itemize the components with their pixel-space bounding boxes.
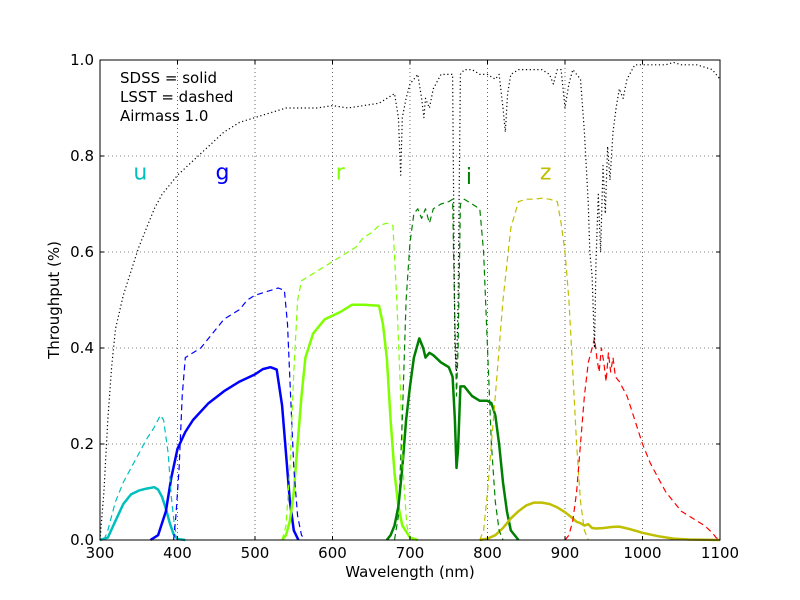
axis-ticks: 300 400 500 600 700 800 900 1000 1100 0.0 0.2 0.4 0.… [70, 51, 739, 562]
y-tick-label: 0.4 [70, 339, 94, 357]
y-tick-label: 0.2 [70, 435, 94, 453]
series-line-lsst-z [479, 197, 589, 541]
band-label-g: g [215, 160, 229, 185]
band-label-u: u [133, 160, 147, 185]
band-label-i: i [466, 165, 472, 190]
grid [100, 60, 720, 540]
x-tick-label: 800 [473, 544, 502, 562]
series-line-sdss-z [479, 501, 721, 542]
series-line-sdss-i [385, 337, 520, 541]
series-line-lsst-g [173, 287, 306, 541]
x-tick-label: 1100 [701, 544, 739, 562]
annotation-lsst: LSST = dashed [120, 88, 233, 106]
series-line-lsst-r [281, 222, 411, 541]
x-tick-label: 700 [396, 544, 425, 562]
annotation-airmass: Airmass 1.0 [120, 107, 208, 125]
annotation-sdss: SDSS = solid [120, 69, 217, 87]
band-label-r: r [336, 160, 346, 185]
series-line-lsst-i [393, 198, 504, 541]
y-tick-label: 0.6 [70, 243, 94, 261]
y-tick-label: 0.0 [70, 531, 94, 549]
series-line-sdss-r [281, 303, 419, 542]
x-tick-label: 500 [241, 544, 270, 562]
x-tick-label: 400 [163, 544, 192, 562]
series-line-sdss-u [99, 485, 186, 542]
y-axis-label: Throughput (%) [45, 241, 63, 360]
y-tick-label: 1.0 [70, 51, 94, 69]
x-axis-label: Wavelength (nm) [345, 563, 475, 581]
band-label-z: z [540, 160, 552, 185]
series-lines [99, 61, 721, 542]
series-line-sdss-g [149, 365, 300, 542]
x-tick-label: 1000 [623, 544, 661, 562]
series-line-lsst-u [103, 414, 179, 541]
y-tick-label: 0.8 [70, 147, 94, 165]
series-line-atmosphere [99, 61, 721, 541]
x-tick-label: 600 [318, 544, 347, 562]
x-tick-label: 300 [86, 544, 115, 562]
x-tick-label: 900 [551, 544, 580, 562]
